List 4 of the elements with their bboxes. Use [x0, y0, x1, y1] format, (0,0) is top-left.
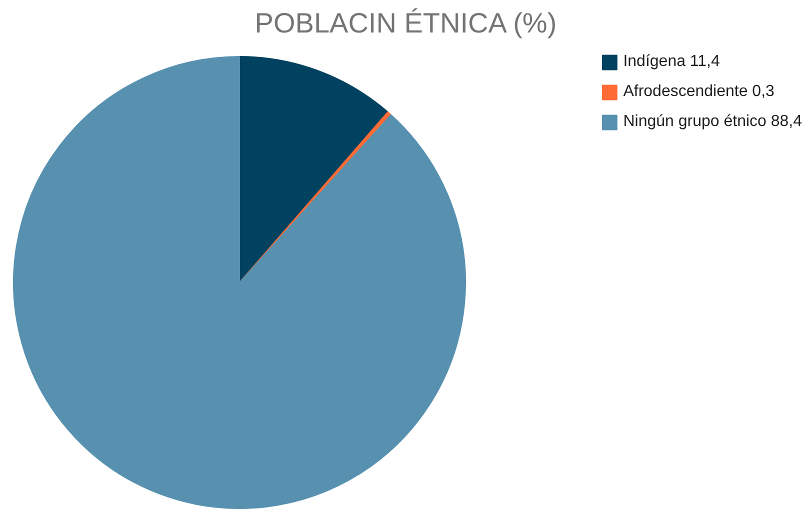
- legend-label: Ningún grupo étnico 88,4: [623, 113, 802, 131]
- chart-title: POBLACIN ÉTNICA (%): [254, 8, 557, 38]
- legend-label: Afrodescendiente 0,3: [623, 83, 774, 101]
- legend-label: Indígena 11,4: [623, 53, 720, 71]
